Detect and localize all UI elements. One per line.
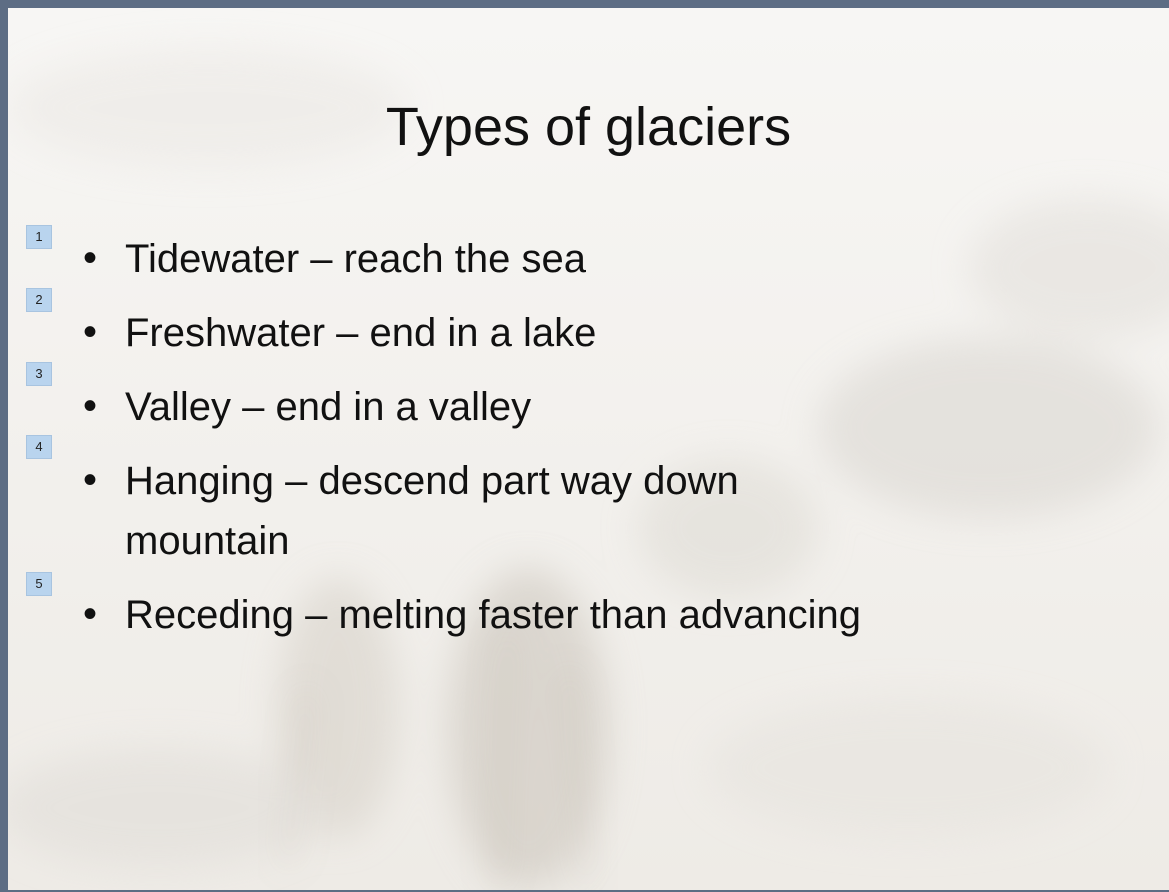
bullet-dot: •	[83, 310, 97, 355]
screen: Types of glaciers 1 • Tidewater – reach th…	[0, 0, 1169, 892]
bullet-text: Hanging – descend part way down	[125, 458, 739, 504]
bullet-dot: •	[83, 458, 97, 503]
animation-marker: 3	[26, 362, 52, 386]
slide: Types of glaciers 1 • Tidewater – reach th…	[8, 8, 1169, 890]
bullet-text: Receding – melting faster than advancing	[125, 592, 861, 638]
bullet-text: Freshwater – end in a lake	[125, 310, 596, 356]
animation-marker: 5	[26, 572, 52, 596]
bullet-text: Tidewater – reach the sea	[125, 236, 586, 282]
bullet-dot: •	[83, 236, 97, 281]
animation-marker: 2	[26, 288, 52, 312]
animation-marker: 1	[26, 225, 52, 249]
bullet-dot: •	[83, 592, 97, 637]
animation-marker: 4	[26, 435, 52, 459]
bullet-dot: •	[83, 384, 97, 429]
bullet-text: Valley – end in a valley	[125, 384, 531, 430]
bullet-text: mountain	[125, 518, 290, 564]
slide-title: Types of glaciers	[8, 96, 1169, 158]
